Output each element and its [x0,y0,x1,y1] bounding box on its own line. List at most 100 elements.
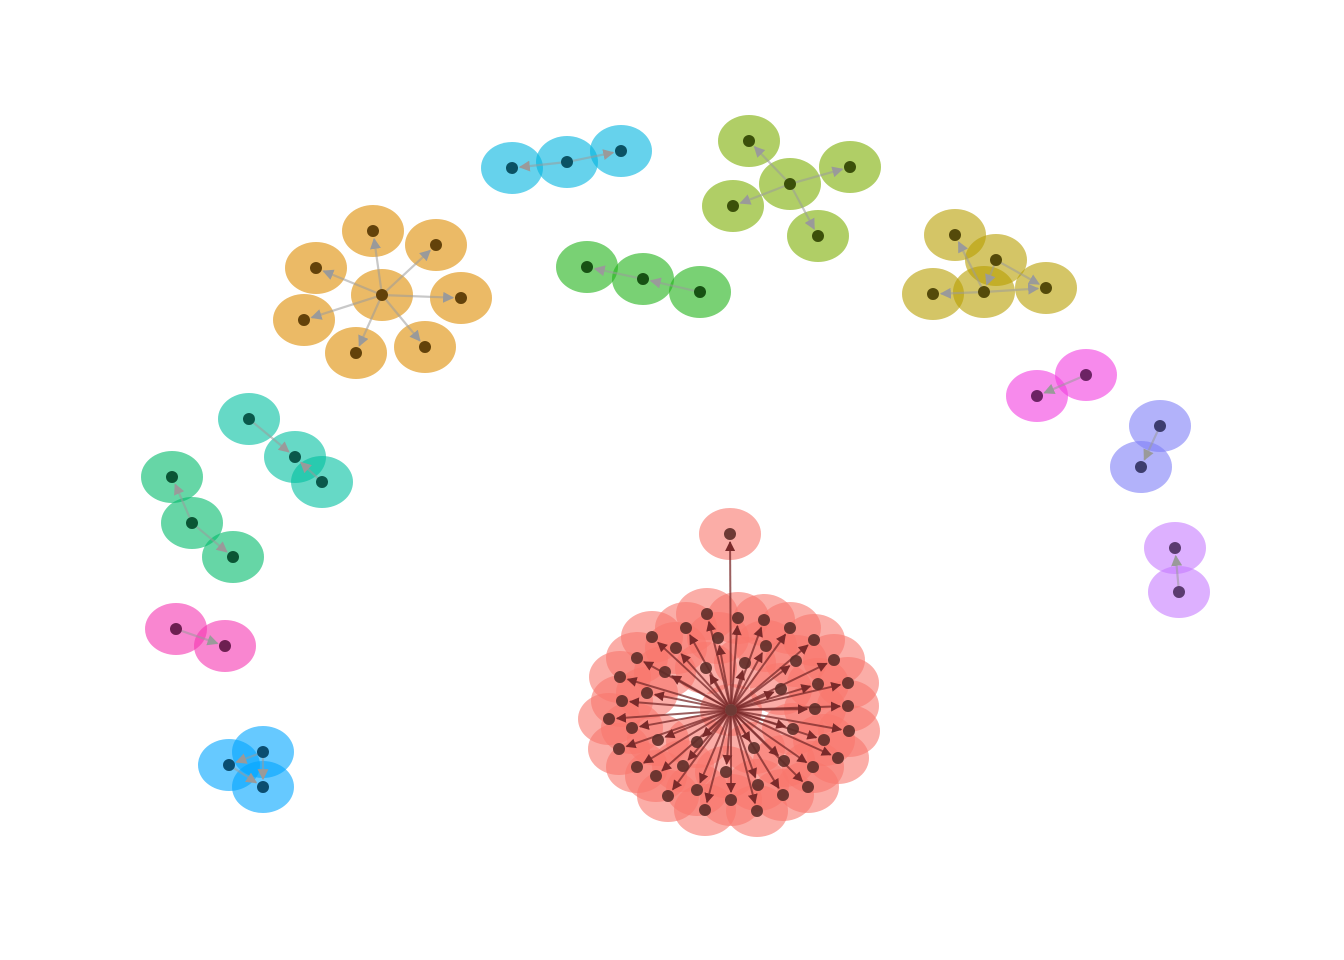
group-red-star-node[interactable] [812,678,824,690]
group-blue-chain-node[interactable] [615,145,627,157]
group-red-star-node[interactable] [808,634,820,646]
group-red-star-node[interactable] [784,622,796,634]
group-olive-star-node[interactable] [812,230,824,242]
group-violet-pair-node[interactable] [1173,586,1185,598]
group-red-star-node[interactable] [616,695,628,707]
group-red-star-node[interactable] [677,760,689,772]
group-red-star-node[interactable] [725,794,737,806]
group-periwinkle-pair-node[interactable] [1154,420,1166,432]
group-red-star-node[interactable] [680,622,692,634]
group-red-star-node[interactable] [626,722,638,734]
group-teal-chain-node[interactable] [289,451,301,463]
group-red-star-node[interactable] [670,642,682,654]
group-red-star-edge [736,710,818,740]
group-red-star-node[interactable] [720,766,732,778]
group-red-star-node[interactable] [646,631,658,643]
group-red-star-node[interactable] [732,612,744,624]
group-teal-chain-node[interactable] [316,476,328,488]
group-olive-star-node[interactable] [784,178,796,190]
group-red-star-node[interactable] [691,784,703,796]
group-skyblue-triangle-edges [233,753,269,784]
group-red-star-edge [706,620,731,705]
group-orange-star-node[interactable] [430,239,442,251]
group-orange-star-node[interactable] [455,292,467,304]
group-khaki-cluster-node[interactable] [927,288,939,300]
group-khaki-cluster-node[interactable] [990,254,1002,266]
group-red-star-node[interactable] [603,713,615,725]
group-red-star-node[interactable] [614,671,626,683]
group-red-star-node[interactable] [778,755,790,767]
group-green-chain-node[interactable] [637,273,649,285]
group-blue-chain-node[interactable] [561,156,573,168]
group-periwinkle-pair-node[interactable] [1135,461,1147,473]
group-teal-chain-node[interactable] [243,413,255,425]
group-red-star-node[interactable] [828,654,840,666]
group-skyblue-triangle-node[interactable] [257,746,269,758]
group-khaki-cluster-node[interactable] [1040,282,1052,294]
group-red-star-edge [734,713,779,757]
group-green-chain-node[interactable] [694,286,706,298]
group-red-star-node[interactable] [787,723,799,735]
group-red-star-node[interactable] [775,683,787,695]
group-khaki-cluster-node[interactable] [978,286,990,298]
group-magenta-pair-node[interactable] [1080,369,1092,381]
group-red-star-node[interactable] [725,704,737,716]
group-red-star-node[interactable] [748,742,760,754]
group-red-star-node[interactable] [650,770,662,782]
group-skyblue-triangle-node[interactable] [223,759,235,771]
group-pink-pair-node[interactable] [219,640,231,652]
group-seagreen-chain-node[interactable] [186,517,198,529]
group-red-star-node[interactable] [832,752,844,764]
group-blue-chain-node[interactable] [506,162,518,174]
group-red-star-node[interactable] [790,655,802,667]
group-pink-pair-node[interactable] [170,623,182,635]
group-seagreen-chain-edge [195,525,228,553]
group-olive-star-node[interactable] [844,161,856,173]
group-red-star-node[interactable] [807,761,819,773]
group-magenta-pair-edge [1043,376,1081,395]
group-red-star-node[interactable] [758,614,770,626]
group-red-star-node[interactable] [631,652,643,664]
group-red-star-node[interactable] [613,743,625,755]
group-red-star-node[interactable] [700,662,712,674]
group-orange-star-node[interactable] [376,289,388,301]
group-red-star-node[interactable] [751,805,763,817]
group-orange-star-node[interactable] [419,341,431,353]
group-violet-pair-node[interactable] [1169,542,1181,554]
group-orange-star-node[interactable] [350,347,362,359]
group-red-star-node[interactable] [802,781,814,793]
group-red-star-node[interactable] [760,640,772,652]
group-olive-star-node[interactable] [727,200,739,212]
group-skyblue-triangle-node[interactable] [257,781,269,793]
group-red-star-edge [653,691,726,710]
group-orange-star-node[interactable] [310,262,322,274]
group-red-star-node[interactable] [631,761,643,773]
group-red-star-node[interactable] [662,790,674,802]
group-red-star-node[interactable] [712,632,724,644]
group-red-star-node[interactable] [699,804,711,816]
group-khaki-cluster-node[interactable] [949,229,961,241]
group-red-star-node[interactable] [739,657,751,669]
group-red-star-node[interactable] [843,725,855,737]
group-red-star-node[interactable] [724,528,736,540]
group-red-star-node[interactable] [752,779,764,791]
group-orange-star-node[interactable] [298,314,310,326]
group-red-star-node[interactable] [818,734,830,746]
group-green-chain-node[interactable] [581,261,593,273]
group-red-star-node[interactable] [777,789,789,801]
group-red-star-edge [628,697,726,711]
group-red-star-node[interactable] [701,608,713,620]
group-red-star-node[interactable] [809,703,821,715]
group-magenta-pair-node[interactable] [1031,390,1043,402]
group-red-star-node[interactable] [641,687,653,699]
group-red-star-node[interactable] [842,677,854,689]
group-red-star-node[interactable] [691,736,703,748]
group-orange-star-node[interactable] [367,225,379,237]
group-olive-star-node[interactable] [743,135,755,147]
group-red-star-node[interactable] [652,734,664,746]
group-seagreen-chain-node[interactable] [227,551,239,563]
group-magenta-pair-dots [1031,369,1092,402]
group-red-star-node[interactable] [659,666,671,678]
group-red-star-node[interactable] [842,700,854,712]
group-seagreen-chain-node[interactable] [166,471,178,483]
